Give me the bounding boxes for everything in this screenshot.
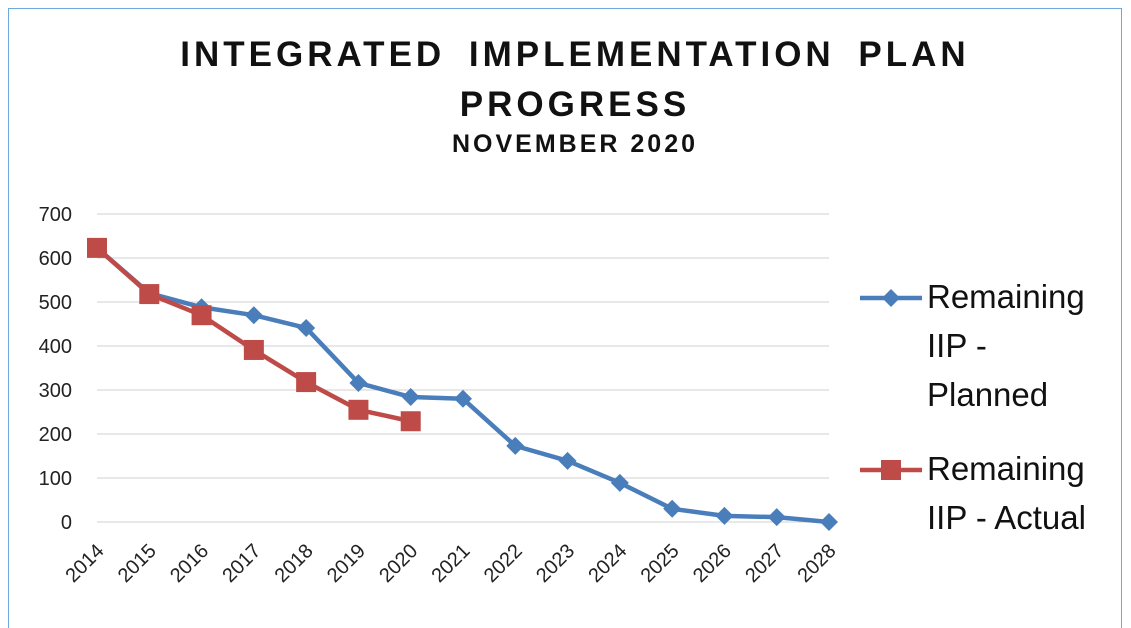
marker: [767, 508, 786, 527]
y-tick-label: 400: [39, 336, 72, 358]
x-tick-label: 2018: [271, 540, 318, 587]
series-line: [95, 246, 830, 525]
y-tick-label: 600: [39, 248, 72, 270]
y-tick-label: 0: [61, 512, 72, 534]
x-tick-label: 2024: [584, 540, 631, 587]
marker: [349, 373, 368, 392]
x-tick-label: 2019: [323, 540, 370, 587]
x-tick-label: 2015: [114, 540, 161, 587]
marker: [400, 411, 421, 432]
x-tick-label: 2027: [741, 540, 788, 587]
x-tick-label: 2020: [375, 540, 422, 587]
marker: [296, 372, 317, 393]
x-tick-label: 2021: [428, 540, 475, 587]
marker: [881, 460, 901, 480]
y-tick-label: 700: [39, 204, 72, 226]
marker: [506, 436, 525, 455]
marker: [663, 499, 682, 518]
marker: [715, 506, 734, 525]
chart-subtitle: NOVEMBER 2020: [451, 130, 699, 158]
x-tick-label: 2022: [480, 540, 527, 587]
legend-label: Remaining IIP - Planned: [927, 278, 1085, 413]
y-tick-label: 300: [39, 380, 72, 402]
marker: [454, 389, 472, 408]
y-tick-label: 200: [39, 424, 72, 446]
x-tick-label: 2025: [637, 540, 684, 587]
x-tick-label: 2023: [532, 540, 579, 587]
y-tick-label: 100: [39, 468, 72, 490]
marker: [820, 513, 838, 531]
marker: [610, 473, 629, 492]
marker: [87, 237, 107, 258]
chart-title: INTEGRATED IMPLEMENTATION PLAN PROGRESS: [180, 35, 970, 124]
x-tick-label: 2028: [794, 540, 841, 587]
series-line: [95, 246, 412, 424]
y-tick-label: 500: [39, 292, 72, 314]
marker: [401, 388, 420, 407]
marker: [297, 318, 316, 337]
marker: [882, 289, 900, 307]
marker: [348, 399, 369, 420]
x-tick-label: 2026: [689, 540, 736, 587]
marker: [139, 284, 160, 305]
x-tick-label: 2016: [166, 540, 213, 587]
x-tick-label: 2017: [218, 540, 265, 587]
marker: [244, 306, 263, 325]
frame: [8, 8, 1122, 628]
x-tick-label: 2014: [62, 540, 109, 587]
marker: [558, 451, 577, 470]
marker: [243, 339, 264, 360]
marker: [191, 305, 212, 326]
legend-label: Remaining IIP - Actual: [927, 450, 1086, 536]
